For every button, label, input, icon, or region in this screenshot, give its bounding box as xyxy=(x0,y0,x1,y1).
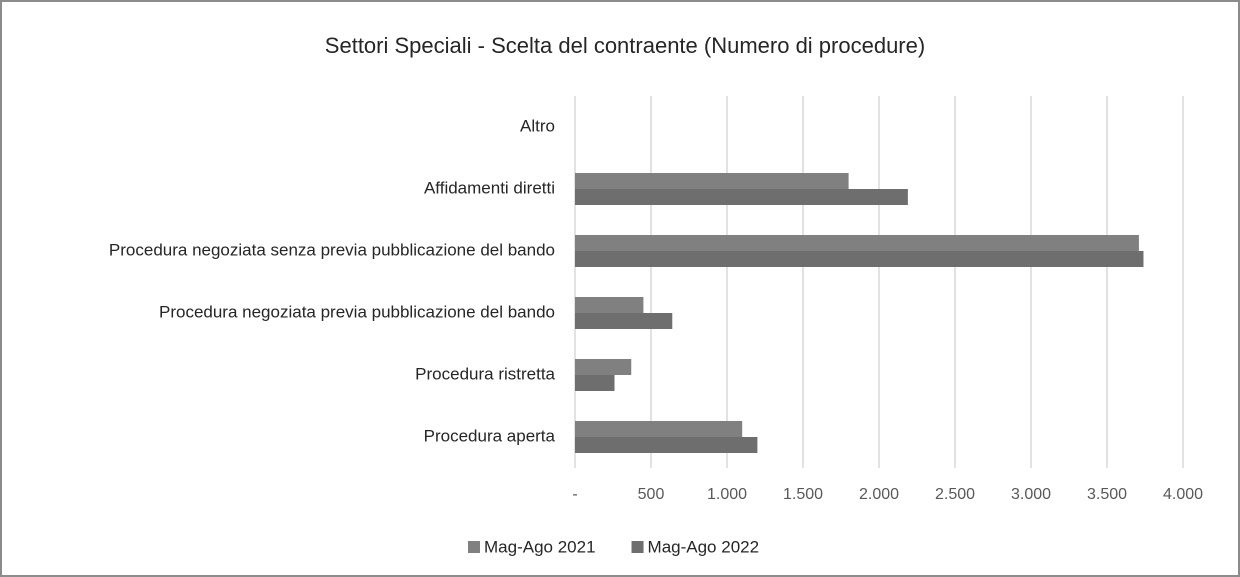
x-tick-label: 3.000 xyxy=(1011,486,1051,503)
legend-swatch xyxy=(468,541,480,553)
y-tick-label: Procedura aperta xyxy=(424,426,556,445)
bar xyxy=(575,189,908,205)
x-tick-label: 2.000 xyxy=(859,486,899,503)
chart-title: Settori Speciali - Scelta del contraente… xyxy=(325,33,925,58)
x-tick-label: 500 xyxy=(638,486,665,503)
bar xyxy=(575,235,1139,251)
bar xyxy=(575,313,673,329)
legend-label: Mag-Ago 2022 xyxy=(648,537,760,556)
x-tick-label: 1.000 xyxy=(707,486,747,503)
bar xyxy=(575,375,615,391)
x-tick-label: 2.500 xyxy=(935,486,975,503)
y-tick-label: Procedura negoziata senza previa pubblic… xyxy=(109,240,555,259)
bar xyxy=(575,437,758,453)
x-tick-label: - xyxy=(572,486,577,503)
x-tick-label: 1.500 xyxy=(783,486,823,503)
legend-label: Mag-Ago 2021 xyxy=(484,537,596,556)
x-tick-label: 3.500 xyxy=(1087,486,1127,503)
y-tick-label: Affidamenti diretti xyxy=(424,178,555,197)
bar xyxy=(575,421,743,437)
y-tick-label: Altro xyxy=(520,116,555,135)
bar xyxy=(575,173,849,189)
y-tick-label: Procedura negoziata previa pubblicazione… xyxy=(159,302,555,321)
bar xyxy=(575,297,644,313)
legend-swatch xyxy=(631,541,644,553)
x-tick-label: 4.000 xyxy=(1163,486,1203,503)
y-tick-label: Procedura ristretta xyxy=(415,364,555,383)
bar xyxy=(575,251,1144,267)
bar xyxy=(575,359,632,375)
